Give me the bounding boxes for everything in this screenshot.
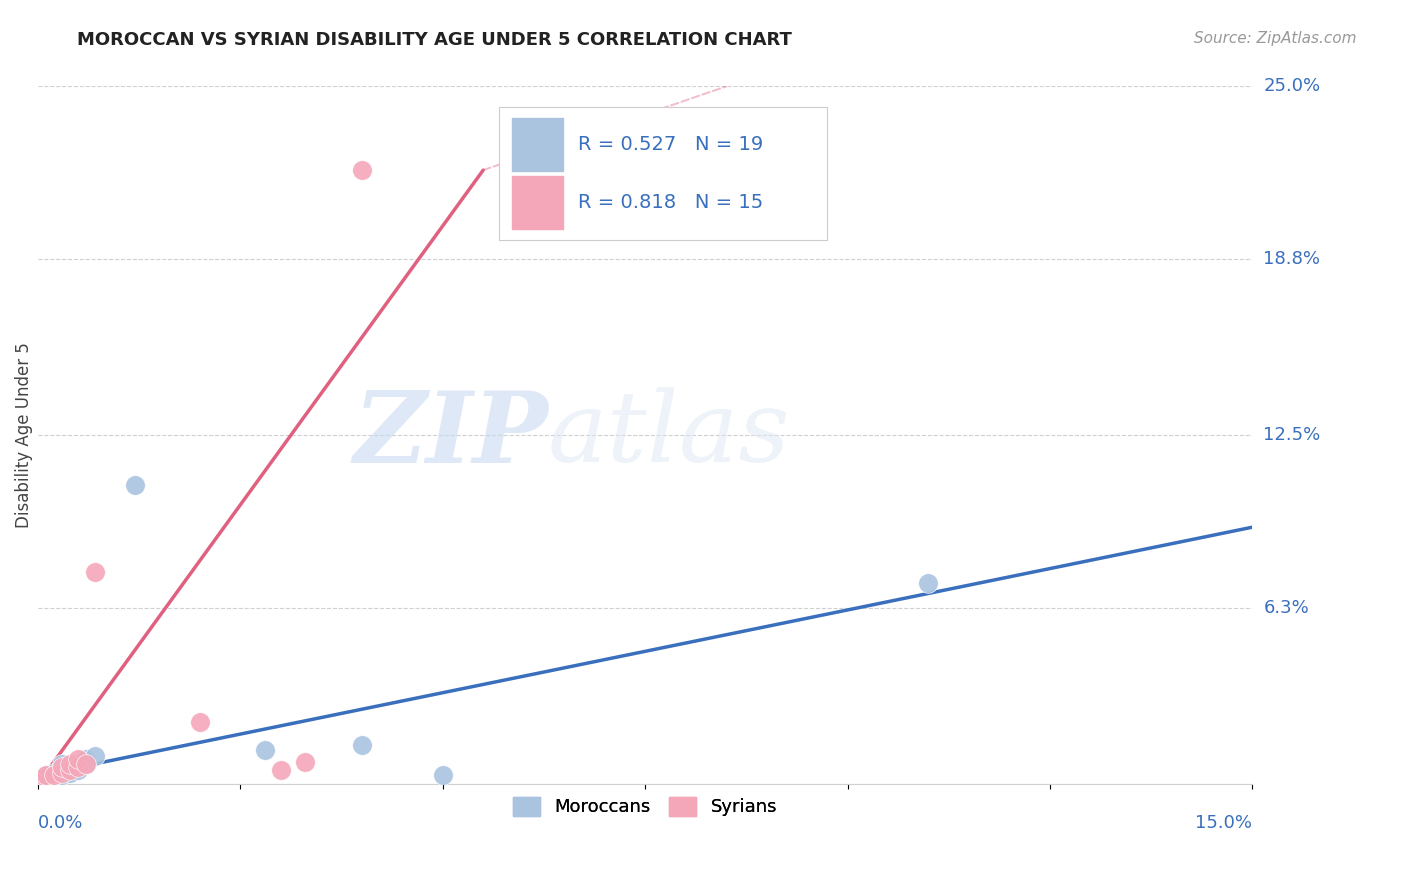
Point (35, 771, 58, 785)
Point (294, 755, 316, 769)
Point (432, 768, 454, 782)
Point (917, 576, 939, 591)
Point (67, 760, 90, 774)
Point (59, 765, 82, 780)
Text: 6.3%: 6.3% (1264, 599, 1309, 617)
FancyBboxPatch shape (512, 118, 562, 171)
Point (51, 768, 73, 782)
Point (51, 760, 73, 774)
Point (270, 763, 292, 777)
Point (67, 763, 90, 777)
Text: ZIP: ZIP (353, 387, 548, 483)
Point (51, 765, 73, 780)
Text: 18.8%: 18.8% (1264, 251, 1320, 268)
Point (350, 738, 373, 752)
Point (75, 757, 97, 772)
Point (124, 478, 146, 492)
Point (59, 757, 82, 772)
Point (188, 715, 211, 730)
Point (35, 768, 58, 782)
Text: atlas: atlas (548, 387, 790, 483)
Point (42, 765, 65, 780)
Y-axis label: Disability Age Under 5: Disability Age Under 5 (15, 343, 32, 528)
Text: R = 0.818   N = 15: R = 0.818 N = 15 (578, 194, 763, 212)
Point (83, 748, 105, 763)
Point (253, 743, 276, 757)
Text: 12.5%: 12.5% (1264, 426, 1320, 444)
FancyBboxPatch shape (512, 177, 562, 229)
Legend: Moroccans, Syrians: Moroccans, Syrians (506, 789, 785, 823)
Point (35, 768, 58, 782)
FancyBboxPatch shape (499, 107, 827, 240)
Text: 25.0%: 25.0% (1264, 78, 1320, 95)
Text: MOROCCAN VS SYRIAN DISABILITY AGE UNDER 5 CORRELATION CHART: MOROCCAN VS SYRIAN DISABILITY AGE UNDER … (77, 31, 792, 49)
Point (42, 768, 65, 782)
Point (83, 565, 105, 579)
Point (350, 163, 373, 178)
Point (51, 757, 73, 772)
Text: 15.0%: 15.0% (1195, 814, 1253, 832)
Point (42, 768, 65, 782)
Text: Source: ZipAtlas.com: Source: ZipAtlas.com (1194, 31, 1357, 46)
Point (75, 752, 97, 766)
Text: R = 0.527   N = 19: R = 0.527 N = 19 (578, 135, 763, 154)
Point (75, 757, 97, 772)
Point (35, 771, 58, 785)
Point (59, 763, 82, 777)
Point (67, 752, 90, 766)
Text: 0.0%: 0.0% (38, 814, 83, 832)
Point (67, 757, 90, 772)
Point (59, 760, 82, 774)
Point (51, 763, 73, 777)
